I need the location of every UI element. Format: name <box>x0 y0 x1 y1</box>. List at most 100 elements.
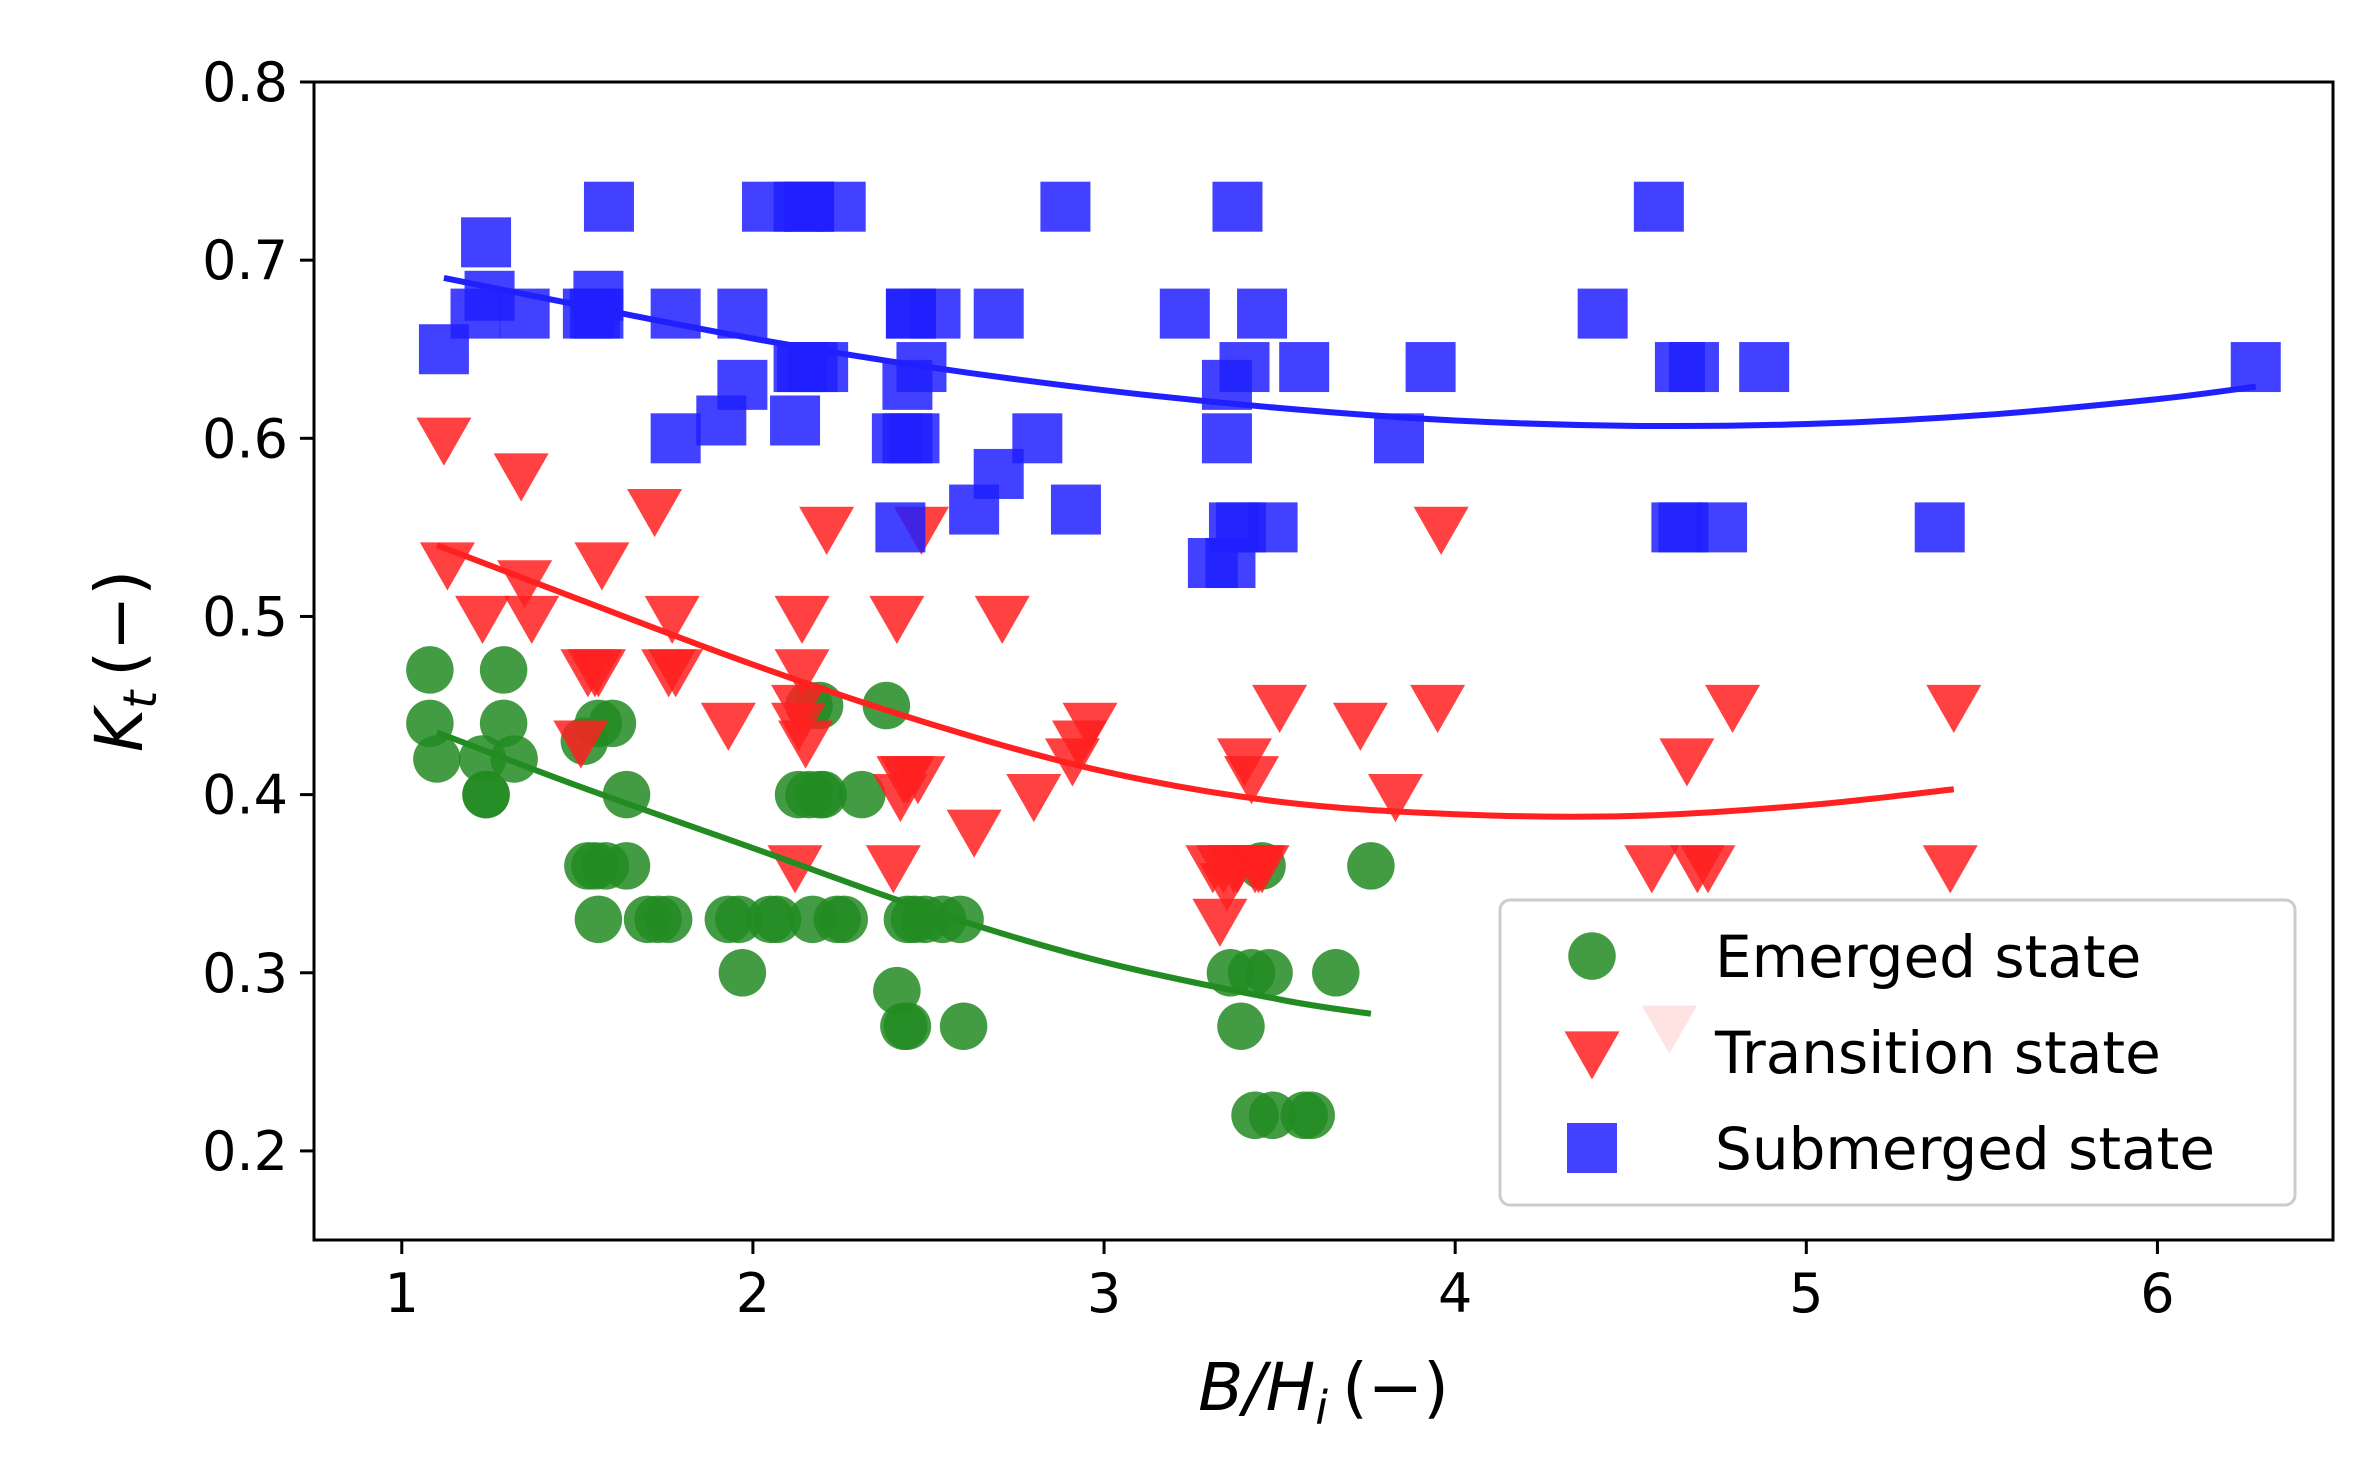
data-point <box>1659 738 1715 787</box>
data-point <box>650 288 701 339</box>
data-point <box>1006 773 1062 823</box>
series-submerged-state <box>418 181 2281 589</box>
data-point <box>1668 342 1719 393</box>
data-point <box>504 595 560 644</box>
data-point <box>939 1002 988 1050</box>
y-tick-label: 0.5 <box>202 585 288 648</box>
data-point <box>718 949 767 997</box>
data-point <box>588 699 637 748</box>
data-point <box>815 181 866 232</box>
data-point <box>1922 845 1978 894</box>
data-point <box>865 845 921 894</box>
data-point <box>553 720 609 769</box>
data-point <box>1705 684 1761 734</box>
data-point <box>413 735 461 783</box>
x-tick-label: 5 <box>1789 1262 1823 1325</box>
data-point <box>1914 502 1965 553</box>
data-point <box>1633 181 1684 232</box>
data-point <box>974 595 1030 644</box>
data-point <box>1287 1091 1335 1140</box>
data-point <box>717 288 768 339</box>
data-point <box>875 502 926 553</box>
data-point <box>1252 684 1308 734</box>
legend: Emerged state Transition state Submerged s… <box>1498 898 2297 1207</box>
data-point <box>1040 181 1091 232</box>
data-point <box>1192 898 1248 947</box>
data-point <box>570 649 626 698</box>
data-point <box>1219 342 1270 393</box>
y-tick-label: 0.8 <box>202 51 288 114</box>
data-point <box>574 542 630 591</box>
x-tick-label: 2 <box>736 1262 770 1325</box>
data-point <box>1237 288 1288 339</box>
data-point <box>838 770 886 819</box>
data-point <box>1624 845 1680 894</box>
fit-curve-submerged-state <box>443 275 2257 430</box>
axis-labels: B/Hi (−) Kt(−) <box>81 570 1449 1435</box>
data-point <box>644 595 700 644</box>
data-point <box>1739 342 1790 393</box>
legend-marker-triangle-down <box>1564 1031 1620 1080</box>
data-point <box>799 506 855 555</box>
data-point <box>869 595 925 644</box>
data-point <box>1279 342 1330 393</box>
data-point <box>1405 342 1456 393</box>
data-point <box>1312 949 1360 997</box>
data-point <box>1224 756 1280 805</box>
data-point <box>1577 288 1628 339</box>
fit-curve-emerged-state <box>435 729 1372 1017</box>
data-point <box>770 395 821 446</box>
data-point <box>1247 502 1298 553</box>
legend-label: Submerged state <box>1715 1115 2215 1183</box>
data-point <box>479 699 528 748</box>
data-point <box>873 966 921 1015</box>
data-point <box>650 413 701 464</box>
data-point <box>1062 702 1118 751</box>
series-emerged-state <box>406 646 1395 1140</box>
data-point <box>774 595 830 644</box>
data-point <box>462 770 510 819</box>
data-point <box>973 288 1024 339</box>
x-tick-label: 4 <box>1438 1262 1472 1325</box>
y-tick-label: 0.3 <box>202 942 288 1005</box>
legend-label: Transition state <box>1714 1019 2161 1087</box>
data-point <box>1373 413 1424 464</box>
data-point <box>1159 288 1210 339</box>
data-point <box>1234 845 1290 894</box>
data-point <box>1680 845 1736 894</box>
legend-marker-square <box>1567 1123 1617 1173</box>
data-point <box>627 488 683 538</box>
data-point <box>406 646 454 694</box>
fit-curves <box>435 275 2257 1017</box>
data-point <box>648 649 704 698</box>
data-point <box>883 1002 932 1050</box>
legend-marker-circle <box>1568 932 1616 980</box>
legend-box <box>1498 898 2297 1207</box>
data-point <box>820 895 868 944</box>
data-point <box>753 895 802 944</box>
x-axis-label: B/Hi (−) <box>1198 1349 1449 1435</box>
x-tick-label: 3 <box>1087 1262 1121 1325</box>
data-point <box>717 359 768 410</box>
data-point <box>1050 484 1101 535</box>
y-axis-label: Kt(−) <box>81 570 167 752</box>
data-point <box>778 720 834 769</box>
data-point <box>771 684 827 734</box>
data-point <box>910 288 961 339</box>
axis-ticks: 1 2 3 4 5 6 0.2 0.3 0.4 0.5 0.6 0.7 0.8 <box>202 51 2175 1325</box>
data-point <box>1245 949 1293 997</box>
legend-label: Emerged state <box>1715 923 2141 991</box>
data-point <box>1410 684 1466 734</box>
plot-area-frame <box>312 80 2335 1242</box>
data-point <box>1413 506 1469 555</box>
data-point <box>1367 773 1423 823</box>
data-point <box>2230 342 2281 393</box>
fit-curve-transition-state <box>435 542 1955 820</box>
y-tick-label: 0.2 <box>202 1120 288 1183</box>
data-point <box>889 413 940 464</box>
data-point <box>602 842 651 890</box>
data-point <box>1012 413 1063 464</box>
data-point <box>774 649 830 698</box>
